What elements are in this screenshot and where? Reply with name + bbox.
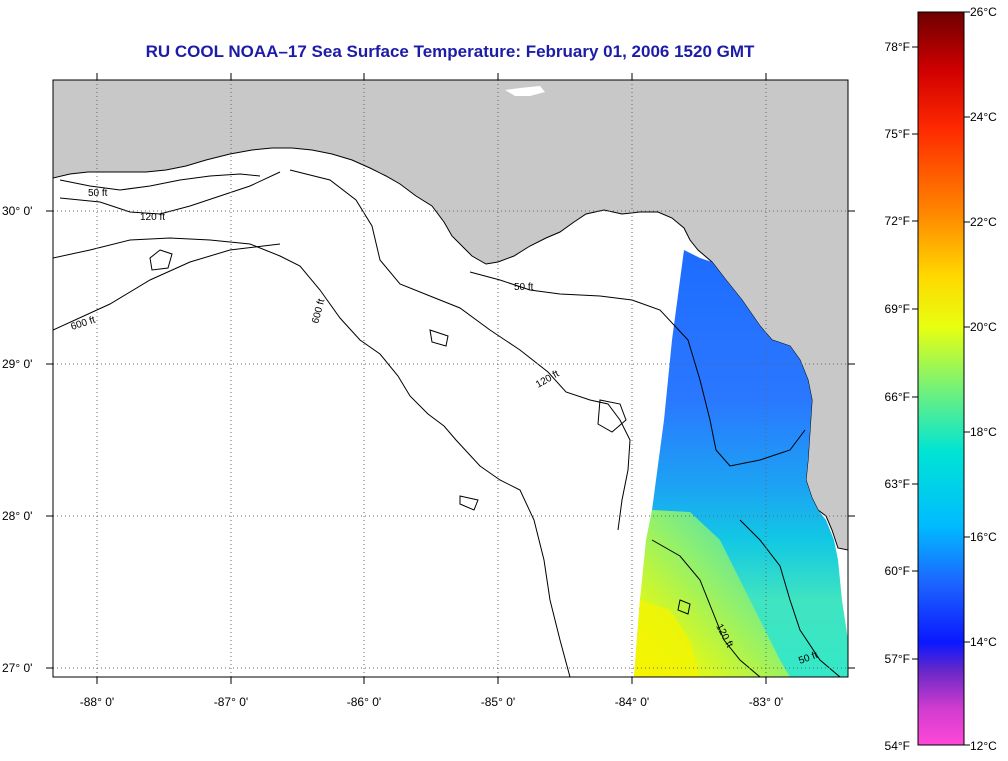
contour-120ft-big-bend-line (289, 169, 631, 531)
lat-label-28: 28° 0' (2, 509, 32, 523)
lon-label-86: -86° 0' (347, 695, 381, 709)
colorbar-label-24c: 24°C (970, 110, 997, 124)
colorbar-label-26c: 26°C (970, 5, 997, 19)
contour-50ft-big-bend-line (469, 271, 806, 467)
colorbar-label-75f: 75°F (885, 127, 910, 141)
contour-50ft-south-line (739, 519, 841, 677)
contour-120ft-west: 120 ft (140, 212, 165, 223)
lat-label-27: 27° 0' (2, 661, 32, 675)
colorbar-label-63f: 63°F (885, 477, 910, 491)
colorbar-label-57f: 57°F (885, 652, 910, 666)
contour-120ft-west-line (59, 171, 281, 215)
contour-50ft-west-line (59, 173, 261, 191)
lon-label-83: -83° 0' (749, 695, 783, 709)
colorbar-label-72f: 72°F (885, 214, 910, 228)
colorbar-label-14c: 14°C (970, 635, 997, 649)
contour-600ft-line (53, 237, 571, 677)
lat-label-30: 30° 0' (2, 204, 32, 218)
colorbar-label-16c: 16°C (970, 530, 997, 544)
contour-600ft-outer-line (53, 243, 281, 331)
colorbar-label-69f: 69°F (885, 302, 910, 316)
lon-label-87: -87° 0' (214, 695, 248, 709)
sst-colorbar (917, 11, 965, 746)
contour-120ft-south-line (651, 539, 761, 677)
inland-lake (505, 86, 545, 96)
lon-label-88: -88° 0' (80, 695, 114, 709)
map-gridlines (53, 80, 848, 677)
map-frame (52, 79, 849, 678)
contour-50ft-big-bend: 50 ft (514, 282, 534, 293)
colorbar-label-12c: 12°C (970, 739, 997, 753)
colorbar-label-66f: 66°F (885, 390, 910, 404)
colorbar-ticks (912, 11, 970, 746)
colorbar-label-60f: 60°F (885, 564, 910, 578)
colorbar-label-18c: 18°C (970, 425, 997, 439)
lon-label-84: -84° 0' (615, 695, 649, 709)
colorbar-label-54f: 54°F (885, 739, 910, 753)
sst-swath-warm-core (634, 600, 700, 677)
lon-label-85: -85° 0' (481, 695, 515, 709)
colorbar-label-78f: 78°F (885, 40, 910, 54)
colorbar-label-22c: 22°C (970, 215, 997, 229)
map-tick-marks (46, 73, 855, 684)
map-title: RU COOL NOAA–17 Sea Surface Temperature:… (145, 42, 755, 61)
contour-50ft-west: 50 ft (88, 188, 108, 199)
lat-label-29: 29° 0' (2, 357, 32, 371)
bathymetry-contours (53, 169, 841, 677)
colorbar-label-20c: 20°C (970, 320, 997, 334)
